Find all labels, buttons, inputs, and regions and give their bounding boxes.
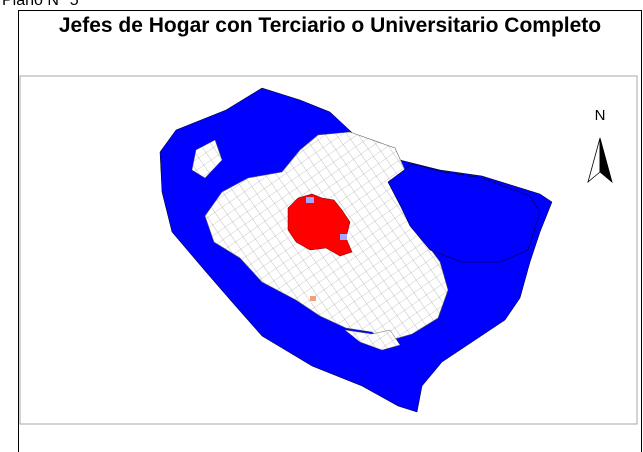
map-title: Jefes de Hogar con Terciario o Universit… — [58, 14, 602, 37]
region-orange — [310, 296, 316, 301]
north-arrow — [599, 137, 613, 184]
frame — [18, 10, 642, 452]
region-lightblue — [340, 234, 347, 240]
plan-label: Plano N° 5 — [2, 0, 79, 9]
region-white — [191, 139, 223, 179]
region-blue — [387, 163, 541, 263]
region-lightblue — [306, 197, 314, 203]
region-white — [344, 329, 401, 351]
north-label: N — [595, 107, 606, 124]
